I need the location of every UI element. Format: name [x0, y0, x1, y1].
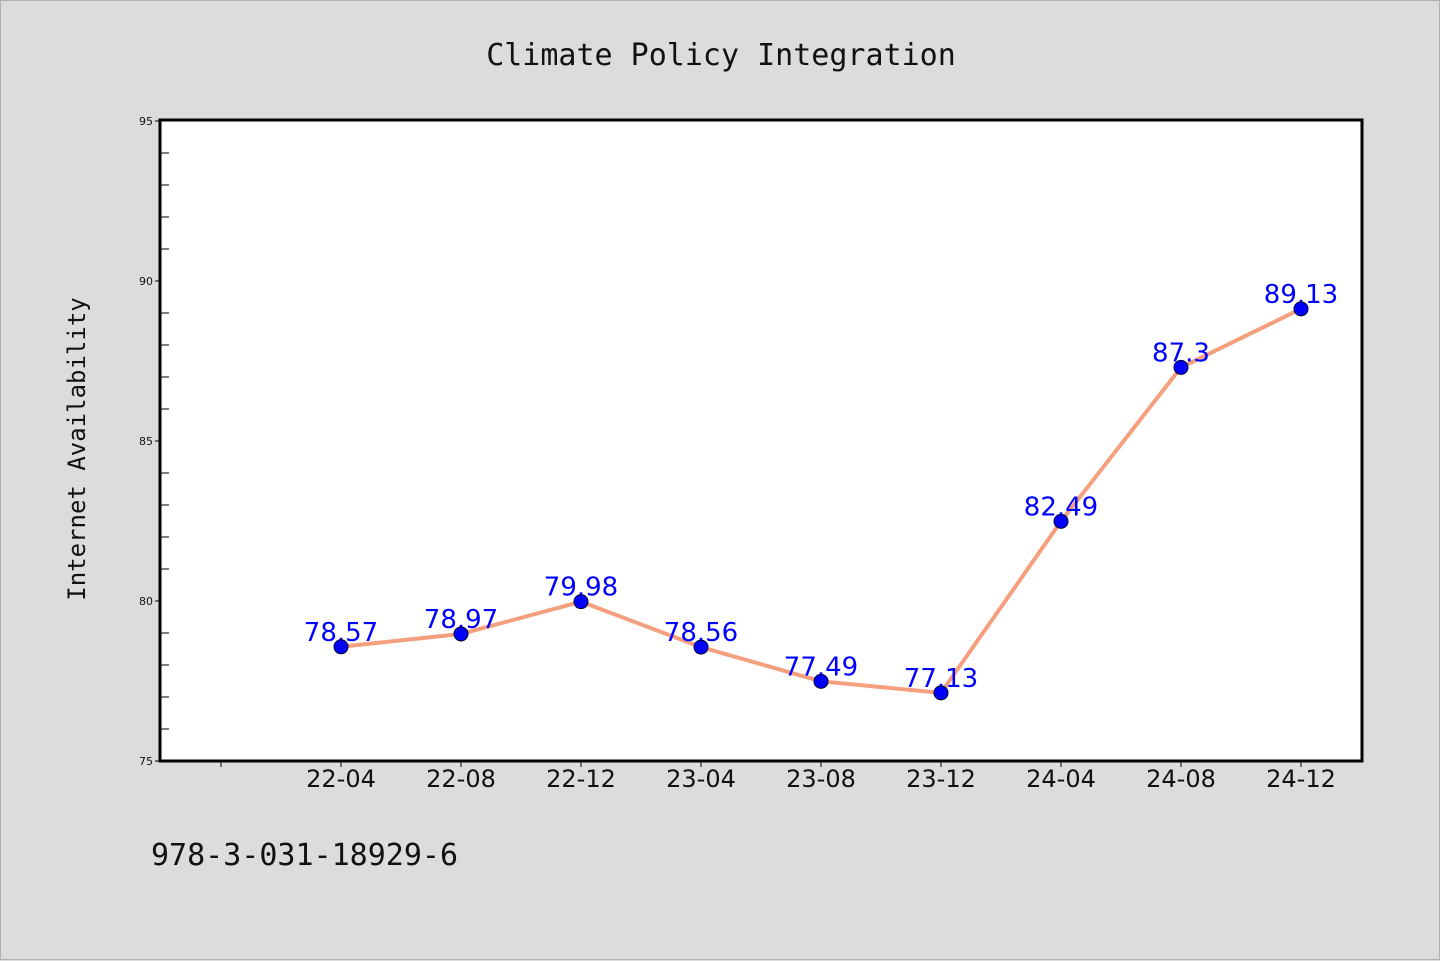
y-axis: 75 80 85 90 95 — [139, 115, 169, 768]
x-tick-label: 23-04 — [666, 765, 736, 793]
y-axis-label: Internet Availability — [63, 297, 91, 600]
x-tick-label: 24-12 — [1266, 765, 1336, 793]
data-point-marker — [453, 626, 469, 642]
y-tick-label: 75 — [139, 755, 153, 768]
data-point-marker — [333, 639, 349, 655]
x-tick-label: 23-12 — [906, 765, 976, 793]
isbn-text: 978-3-031-18929-6 — [151, 838, 458, 873]
plot-area — [158, 118, 1364, 763]
x-tick-label: 24-04 — [1026, 765, 1096, 793]
x-tick-label: 22-04 — [306, 765, 376, 793]
x-tick-label: 22-08 — [426, 765, 496, 793]
y-tick-label: 90 — [139, 275, 153, 288]
y-tick-label: 95 — [139, 115, 153, 128]
x-tick-label: 23-08 — [786, 765, 856, 793]
x-tick-label: 24-08 — [1146, 765, 1216, 793]
y-tick-label: 80 — [139, 595, 153, 608]
data-point-marker — [1053, 513, 1069, 529]
data-point-marker — [813, 673, 829, 689]
data-point-marker — [573, 594, 589, 610]
y-tick-label: 85 — [139, 435, 153, 448]
data-point-marker — [933, 685, 949, 701]
data-point-marker — [1173, 359, 1189, 375]
x-tick-label: 22-12 — [546, 765, 616, 793]
data-point-marker — [1293, 301, 1309, 317]
x-axis: 22-04 22-08 22-12 23-04 23-08 23-12 24-04 24-08… — [220, 761, 1336, 793]
chart-title: Climate Policy Integration — [486, 38, 956, 73]
data-point-marker — [693, 639, 709, 655]
